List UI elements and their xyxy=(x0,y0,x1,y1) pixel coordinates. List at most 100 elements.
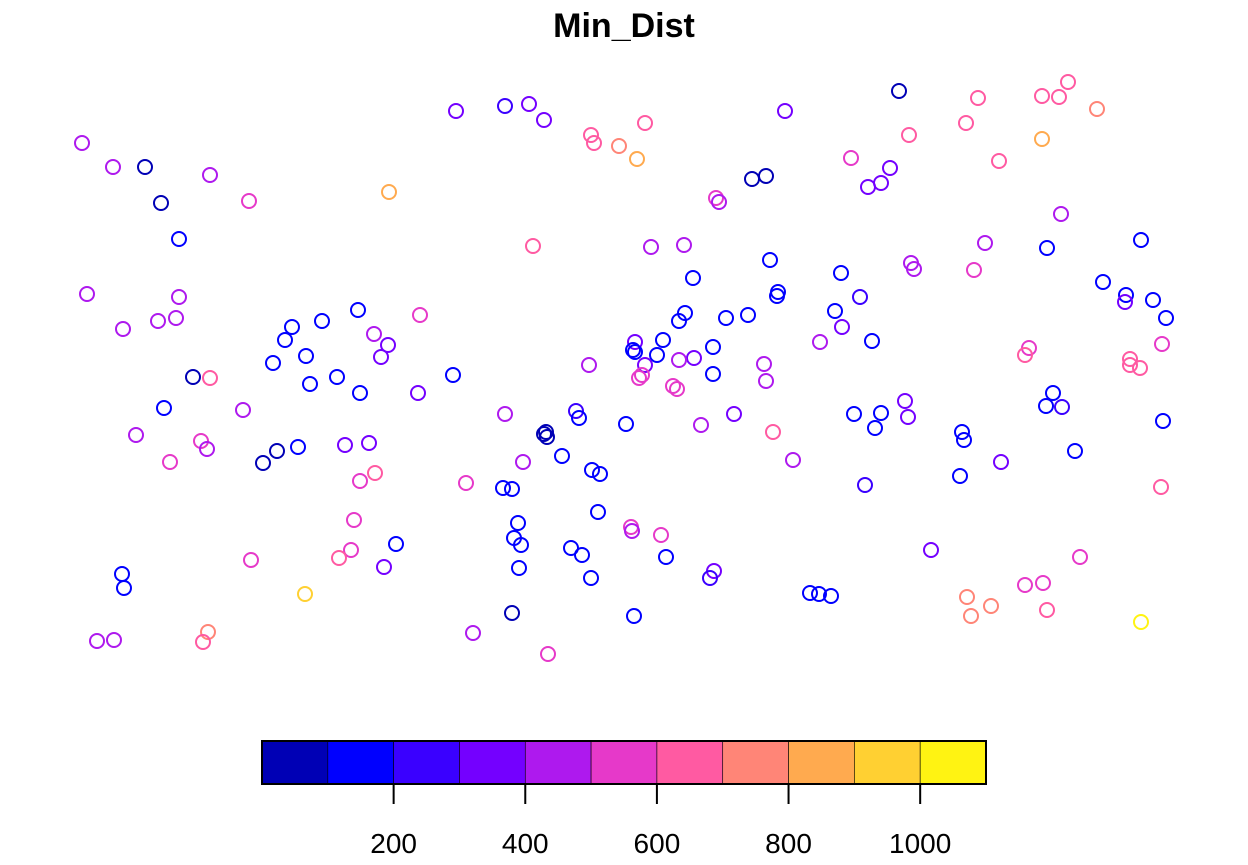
data-point-153 xyxy=(115,321,131,337)
legend-frame xyxy=(261,740,987,785)
data-point-4 xyxy=(202,167,218,183)
legend-tick-label-3: 800 xyxy=(765,828,812,859)
data-point-180 xyxy=(255,455,271,471)
legend-bin-9 xyxy=(854,740,921,785)
data-point-127 xyxy=(897,393,913,409)
data-point-139 xyxy=(1153,479,1169,495)
legend-bin-7 xyxy=(722,740,789,785)
data-point-48 xyxy=(665,378,681,394)
data-point-181 xyxy=(269,443,285,459)
data-point-104 xyxy=(991,153,1007,169)
data-point-95 xyxy=(834,319,850,335)
data-point-76 xyxy=(653,527,669,543)
data-point-172 xyxy=(350,302,366,318)
legend-bin-3 xyxy=(459,740,526,785)
data-point-77 xyxy=(658,549,674,565)
data-point-191 xyxy=(376,559,392,575)
data-point-49 xyxy=(669,381,685,397)
data-point-42 xyxy=(686,350,702,366)
legend-bin-10 xyxy=(919,740,987,785)
data-point-122 xyxy=(1122,357,1138,373)
data-point-101 xyxy=(977,235,993,251)
data-point-88 xyxy=(860,179,876,195)
data-point-184 xyxy=(361,435,377,451)
data-point-85 xyxy=(540,646,556,662)
data-point-179 xyxy=(445,367,461,383)
data-point-198 xyxy=(89,633,105,649)
legend-tick-label-4: 1000 xyxy=(889,828,951,859)
data-point-0 xyxy=(74,135,90,151)
chart-title: Min_Dist xyxy=(553,7,695,45)
data-point-154 xyxy=(171,289,187,305)
data-point-193 xyxy=(297,586,313,602)
data-point-190 xyxy=(331,550,347,566)
data-point-142 xyxy=(1017,577,1033,593)
data-point-16 xyxy=(629,151,645,167)
data-point-82 xyxy=(626,608,642,624)
data-point-124 xyxy=(1045,385,1061,401)
data-point-128 xyxy=(900,409,916,425)
data-point-28 xyxy=(769,288,785,304)
data-point-173 xyxy=(366,326,382,342)
data-point-68 xyxy=(590,504,606,520)
data-point-39 xyxy=(634,367,650,383)
data-point-26 xyxy=(762,252,778,268)
data-point-148 xyxy=(1133,614,1149,630)
data-point-43 xyxy=(671,352,687,368)
data-point-19 xyxy=(676,237,692,253)
data-point-115 xyxy=(1117,294,1133,310)
data-point-41 xyxy=(581,357,597,373)
data-point-110 xyxy=(1053,206,1069,222)
data-point-133 xyxy=(954,424,970,440)
data-point-22 xyxy=(758,168,774,184)
data-point-9 xyxy=(497,98,513,114)
data-point-84 xyxy=(465,625,481,641)
data-point-159 xyxy=(156,400,172,416)
data-point-57 xyxy=(618,416,634,432)
data-point-35 xyxy=(625,342,641,358)
data-point-132 xyxy=(857,477,873,493)
data-point-91 xyxy=(891,83,907,99)
data-point-3 xyxy=(153,195,169,211)
data-point-105 xyxy=(1034,88,1050,104)
data-point-195 xyxy=(116,580,132,596)
data-point-29 xyxy=(740,307,756,323)
data-point-14 xyxy=(637,115,653,131)
data-point-121 xyxy=(1122,351,1138,367)
legend-tick-label-0: 200 xyxy=(370,828,417,859)
data-point-79 xyxy=(702,570,718,586)
data-point-45 xyxy=(705,366,721,382)
data-point-55 xyxy=(571,410,587,426)
data-point-71 xyxy=(513,537,529,553)
data-point-32 xyxy=(671,313,687,329)
data-point-144 xyxy=(959,589,975,605)
data-point-83 xyxy=(504,605,520,621)
data-point-36 xyxy=(627,344,643,360)
data-point-156 xyxy=(168,310,184,326)
data-point-33 xyxy=(655,332,671,348)
data-point-131 xyxy=(867,420,883,436)
data-point-13 xyxy=(586,135,602,151)
data-point-167 xyxy=(265,355,281,371)
legend-bin-1 xyxy=(327,740,394,785)
data-point-196 xyxy=(200,624,216,640)
data-point-65 xyxy=(458,475,474,491)
data-point-155 xyxy=(150,313,166,329)
data-point-145 xyxy=(963,608,979,624)
data-point-10 xyxy=(521,96,537,112)
data-point-6 xyxy=(171,231,187,247)
data-point-25 xyxy=(685,270,701,286)
data-point-163 xyxy=(199,441,215,457)
data-point-143 xyxy=(1035,575,1051,591)
data-point-56 xyxy=(497,406,513,422)
data-point-53 xyxy=(785,452,801,468)
data-point-102 xyxy=(958,115,974,131)
data-point-140 xyxy=(923,542,939,558)
data-point-158 xyxy=(202,370,218,386)
data-point-185 xyxy=(367,465,383,481)
data-point-111 xyxy=(1039,240,1055,256)
data-point-103 xyxy=(970,90,986,106)
legend-ticks: 200 400 600 800 1000 xyxy=(370,784,951,859)
data-point-50 xyxy=(726,406,742,422)
data-point-23 xyxy=(708,190,724,206)
